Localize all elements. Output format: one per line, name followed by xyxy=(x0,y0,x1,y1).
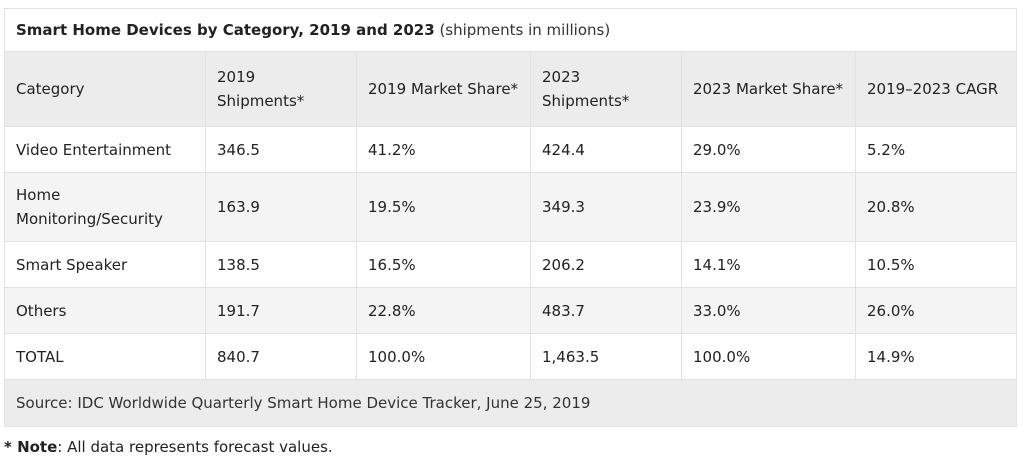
header-category: Category xyxy=(4,51,206,127)
cell-2023-shipments: 349.3 xyxy=(530,172,682,242)
source-text: Source: IDC Worldwide Quarterly Smart Ho… xyxy=(3,379,1018,427)
header-2023-market-share: 2023 Market Share* xyxy=(681,51,856,127)
cell-2023-shipments: 424.4 xyxy=(530,126,682,173)
cell-2019-market-share: 19.5% xyxy=(356,172,531,242)
cell-total-2023-shipments: 1,463.5 xyxy=(530,333,682,380)
cell-2019-market-share: 22.8% xyxy=(356,287,531,334)
cell-2019-shipments: 138.5 xyxy=(205,241,357,288)
table-row: Home Monitoring/Security 163.9 19.5% 349… xyxy=(4,172,1018,242)
footnote-text: : All data represents forecast values. xyxy=(57,438,333,456)
cell-total-cagr: 14.9% xyxy=(854,333,1018,380)
smart-home-table-container: Smart Home Devices by Category, 2019 and… xyxy=(3,8,1018,427)
table-caption: Smart Home Devices by Category, 2019 and… xyxy=(3,8,1018,52)
cell-total-2023-market-share: 100.0% xyxy=(681,333,856,380)
cell-2019-shipments: 346.5 xyxy=(205,126,357,173)
table-header-row: Category 2019 Shipments* 2019 Market Sha… xyxy=(4,51,1018,127)
table-source-row: Source: IDC Worldwide Quarterly Smart Ho… xyxy=(3,379,1018,427)
smart-home-devices-table: Smart Home Devices by Category, 2019 and… xyxy=(3,8,1018,427)
cell-2019-market-share: 16.5% xyxy=(356,241,531,288)
table-title: Smart Home Devices by Category, 2019 and… xyxy=(16,21,435,39)
cell-2023-shipments: 483.7 xyxy=(530,287,682,334)
cell-2019-shipments: 191.7 xyxy=(205,287,357,334)
cell-category: Home Monitoring/Security xyxy=(4,172,206,242)
footnote: * Note: All data represents forecast val… xyxy=(4,438,333,456)
header-2019-market-share: 2019 Market Share* xyxy=(356,51,531,127)
table-caption-row: Smart Home Devices by Category, 2019 and… xyxy=(3,8,1018,52)
table-row: Others 191.7 22.8% 483.7 33.0% 26.0% xyxy=(4,287,1018,334)
cell-2023-shipments: 206.2 xyxy=(530,241,682,288)
table-total-row: TOTAL 840.7 100.0% 1,463.5 100.0% 14.9% xyxy=(4,333,1018,380)
cell-category: Others xyxy=(4,287,206,334)
cell-category: Video Entertainment xyxy=(4,126,206,173)
header-cagr: 2019–2023 CAGR xyxy=(854,51,1018,127)
table-row: Video Entertainment 346.5 41.2% 424.4 29… xyxy=(4,126,1018,173)
cell-cagr: 26.0% xyxy=(854,287,1018,334)
cell-2023-market-share: 14.1% xyxy=(681,241,856,288)
cell-2019-market-share: 41.2% xyxy=(356,126,531,173)
table-row: Smart Speaker 138.5 16.5% 206.2 14.1% 10… xyxy=(4,241,1018,288)
cell-2023-market-share: 23.9% xyxy=(681,172,856,242)
footnote-label: * Note xyxy=(4,438,58,456)
cell-cagr: 5.2% xyxy=(854,126,1018,173)
cell-total-2019-shipments: 840.7 xyxy=(205,333,357,380)
cell-category: Smart Speaker xyxy=(4,241,206,288)
cell-cagr: 20.8% xyxy=(854,172,1018,242)
table-subtitle: (shipments in millions) xyxy=(439,21,611,39)
cell-cagr: 10.5% xyxy=(854,241,1018,288)
cell-2019-shipments: 163.9 xyxy=(205,172,357,242)
cell-total-label: TOTAL xyxy=(4,333,206,380)
header-2023-shipments: 2023 Shipments* xyxy=(530,51,682,127)
cell-2023-market-share: 33.0% xyxy=(681,287,856,334)
cell-2023-market-share: 29.0% xyxy=(681,126,856,173)
header-2019-shipments: 2019 Shipments* xyxy=(205,51,357,127)
cell-total-2019-market-share: 100.0% xyxy=(356,333,531,380)
